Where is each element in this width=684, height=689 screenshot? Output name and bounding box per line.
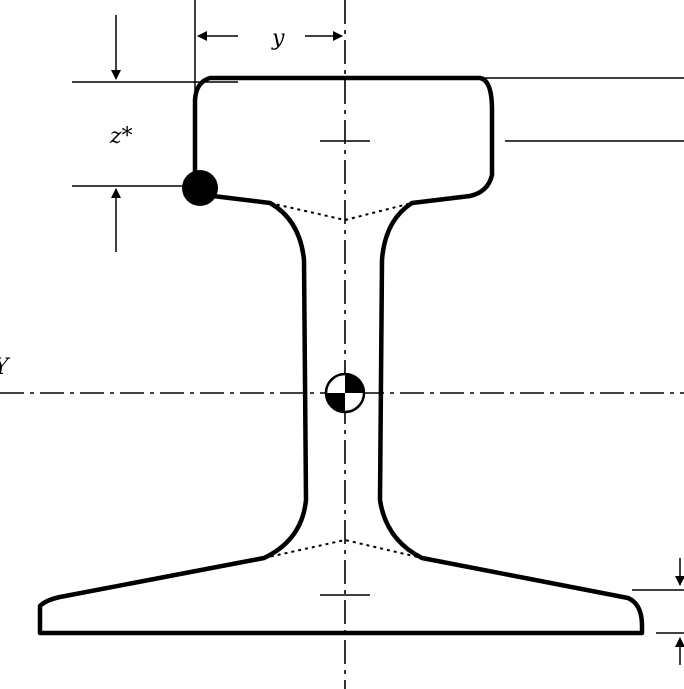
- center-of-gravity-symbol: [324, 372, 366, 414]
- y-axis-label: Y: [0, 355, 11, 380]
- y-dimension-label: y: [271, 26, 285, 51]
- rail-profile-outline: [37, 75, 645, 636]
- contact-point-dot: [182, 170, 218, 206]
- web-foot-transition-line: [263, 538, 423, 559]
- z-dimension-label: z*: [109, 124, 133, 149]
